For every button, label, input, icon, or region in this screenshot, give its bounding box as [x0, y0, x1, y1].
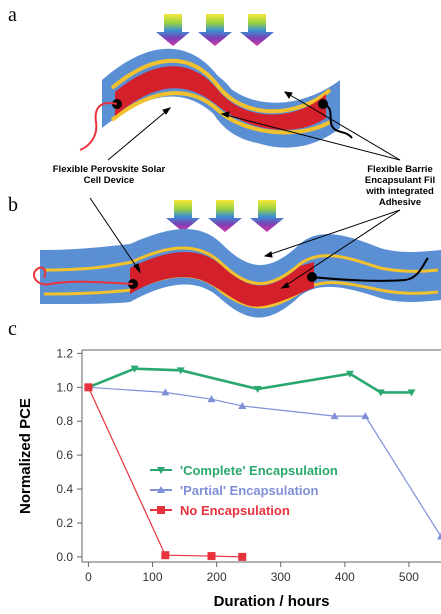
data-point — [330, 412, 339, 420]
data-point — [407, 389, 416, 397]
perovskite-cell-a — [115, 66, 326, 130]
legend-label: No Encapsulation — [180, 503, 290, 518]
barrier-layer-b — [40, 228, 441, 296]
perovskite-cell-b — [130, 251, 314, 307]
red-lead-wire — [79, 102, 118, 151]
data-point — [253, 386, 262, 394]
x-axis-label: Duration / hours — [214, 593, 330, 610]
y-tick-label: 0.0 — [56, 550, 73, 564]
light-arrows-a — [156, 14, 274, 46]
light-arrow-icon — [250, 200, 284, 232]
legend-label: 'Complete' Encapsulation — [180, 463, 338, 478]
pointers-a — [107, 91, 401, 161]
device-label-line: Flexible Perovskite Solar — [52, 164, 166, 175]
series-line — [87, 367, 412, 394]
data-point — [207, 395, 216, 403]
panel-b-label: b — [8, 194, 18, 216]
light-arrow-icon — [208, 200, 242, 232]
data-point — [207, 552, 216, 561]
pointers-b — [89, 197, 401, 289]
x-tick-label: 200 — [207, 570, 227, 584]
barrier-label-line: Adhesive — [378, 197, 422, 208]
data-point — [84, 383, 93, 392]
data-point — [161, 551, 170, 560]
black-lead-wire — [311, 257, 429, 282]
y-tick-label: 1.2 — [56, 346, 73, 360]
barrier-label: Flexible Barrie Encapsulant Fil with int… — [340, 164, 441, 208]
data-point — [161, 388, 170, 396]
x-tick-label: 0 — [85, 570, 92, 584]
legend-marker — [157, 506, 165, 514]
y-tick-label: 0.2 — [56, 516, 73, 530]
data-point — [238, 552, 247, 561]
y-tick-label: 0.4 — [56, 482, 73, 496]
data-point — [376, 389, 385, 397]
red-lead-wire — [32, 266, 134, 286]
y-axis-label: Normalized PCE — [17, 398, 34, 514]
data-point — [437, 532, 441, 540]
panel-c-label: c — [8, 318, 17, 340]
data-point — [345, 370, 354, 378]
wavy-stack-b — [32, 228, 441, 318]
y-tick-label: 0.6 — [56, 448, 73, 462]
y-tick-label: 0.8 — [56, 414, 73, 428]
x-tick-label: 100 — [143, 570, 163, 584]
device-label-line: Cell Device — [83, 175, 135, 186]
legend-marker — [157, 486, 165, 493]
light-arrow-icon — [166, 200, 200, 232]
y-tick-label: 1.0 — [56, 380, 73, 394]
data-point — [130, 365, 139, 373]
data-point — [176, 367, 185, 375]
pce-chart: 0 100 200 300 400 500 0.0 0.2 0.4 0.6 0.8 1.0 1.2 Dur… — [17, 346, 441, 610]
x-tick-label: 300 — [271, 570, 291, 584]
panel-a-label: a — [8, 4, 17, 26]
legend-marker — [157, 467, 165, 474]
black-lead-wire — [322, 103, 353, 139]
barrier-label-line: Encapsulant Fil — [364, 175, 436, 186]
wavy-stack-a — [79, 48, 353, 151]
x-tick-label: 400 — [335, 570, 355, 584]
encapsulation-schematic — [32, 14, 441, 318]
light-arrow-icon — [156, 14, 190, 46]
barrier-label-line: with integrated — [366, 186, 434, 197]
barrier-label-line: Flexible Barrie — [367, 164, 433, 175]
legend-label: 'Partial' Encapsulation — [180, 483, 318, 498]
plot-frame — [81, 349, 441, 563]
light-arrow-icon — [240, 14, 274, 46]
device-label: Flexible Perovskite Solar Cell Device — [24, 164, 194, 186]
x-tick-label: 500 — [399, 570, 419, 584]
series-line — [87, 387, 243, 558]
light-arrow-icon — [198, 14, 232, 46]
data-point — [361, 412, 370, 420]
light-arrows-b — [166, 200, 284, 232]
data-point — [238, 401, 247, 409]
